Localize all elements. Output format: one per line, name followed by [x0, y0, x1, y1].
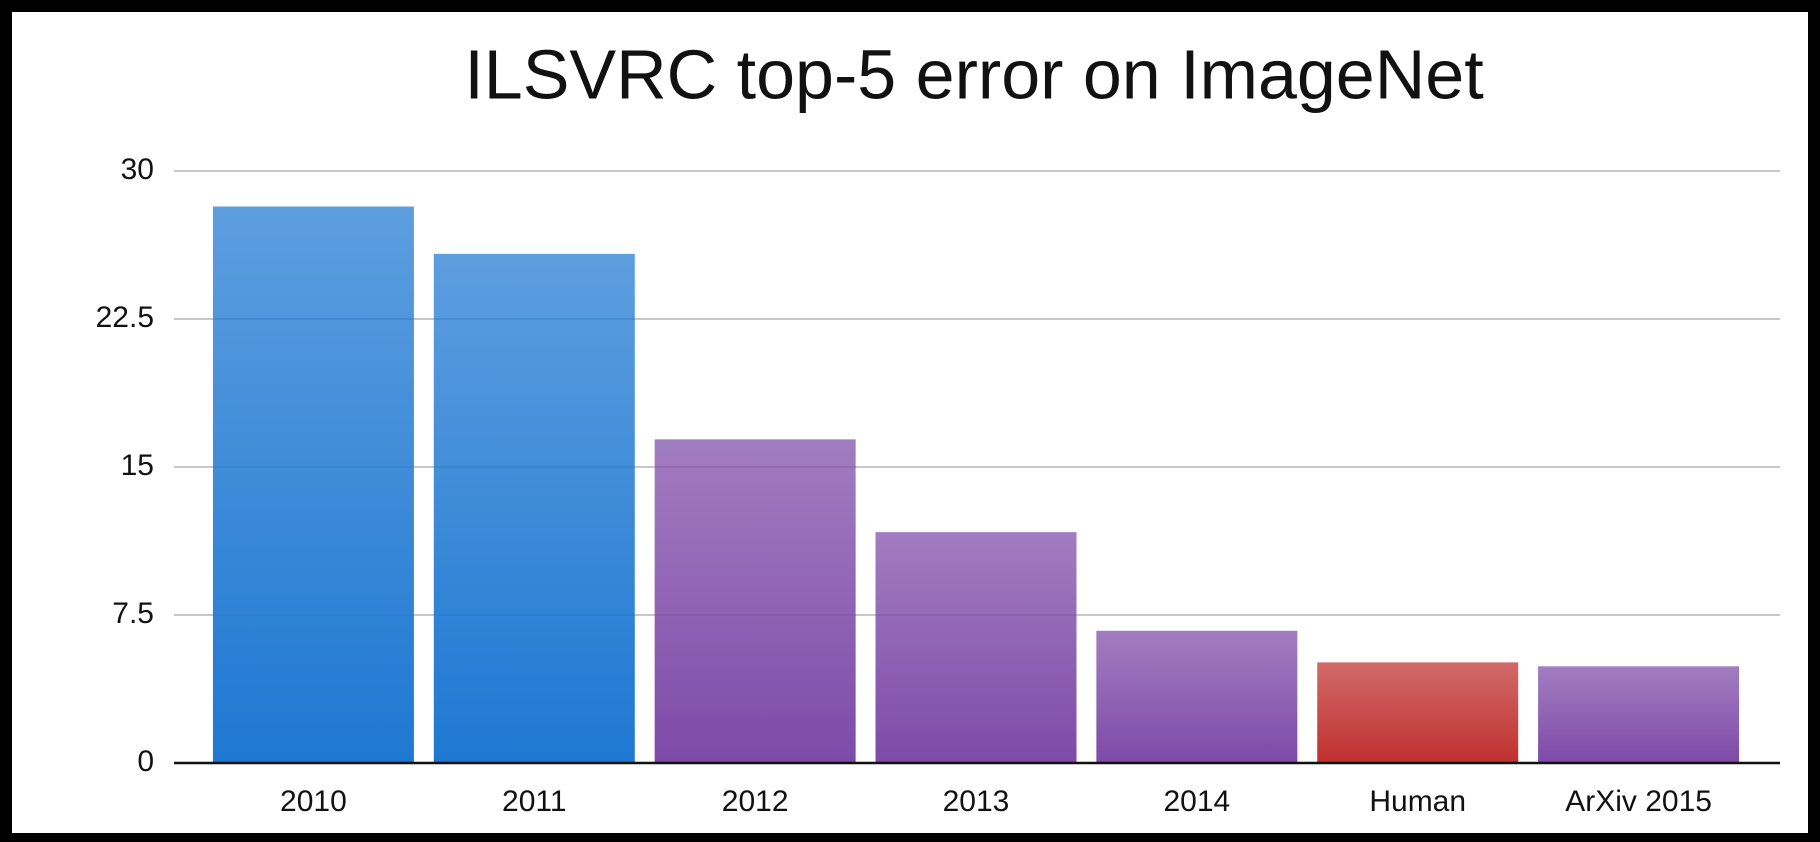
x-tick-label: 2012 [722, 785, 789, 818]
bar [433, 253, 635, 763]
bar [212, 206, 414, 763]
bar [1096, 630, 1298, 763]
bar [1317, 662, 1519, 763]
x-tick-label: 2014 [1163, 785, 1230, 818]
x-tick-label: Human [1369, 785, 1466, 818]
y-tick-label: 30 [121, 153, 154, 186]
bar [1538, 666, 1740, 763]
bar [875, 532, 1077, 763]
x-tick-label: 2013 [943, 785, 1010, 818]
y-tick-label: 0 [137, 745, 154, 778]
y-tick-label: 7.5 [112, 597, 154, 630]
bar [654, 439, 856, 763]
y-tick-label: 22.5 [96, 301, 154, 334]
x-tick-label: 2010 [280, 785, 347, 818]
x-tick-label: ArXiv 2015 [1565, 785, 1712, 818]
y-tick-label: 15 [121, 449, 154, 482]
x-tick-label: 2011 [502, 785, 567, 818]
chart-title: ILSVRC top-5 error on ImageNet [464, 35, 1483, 113]
